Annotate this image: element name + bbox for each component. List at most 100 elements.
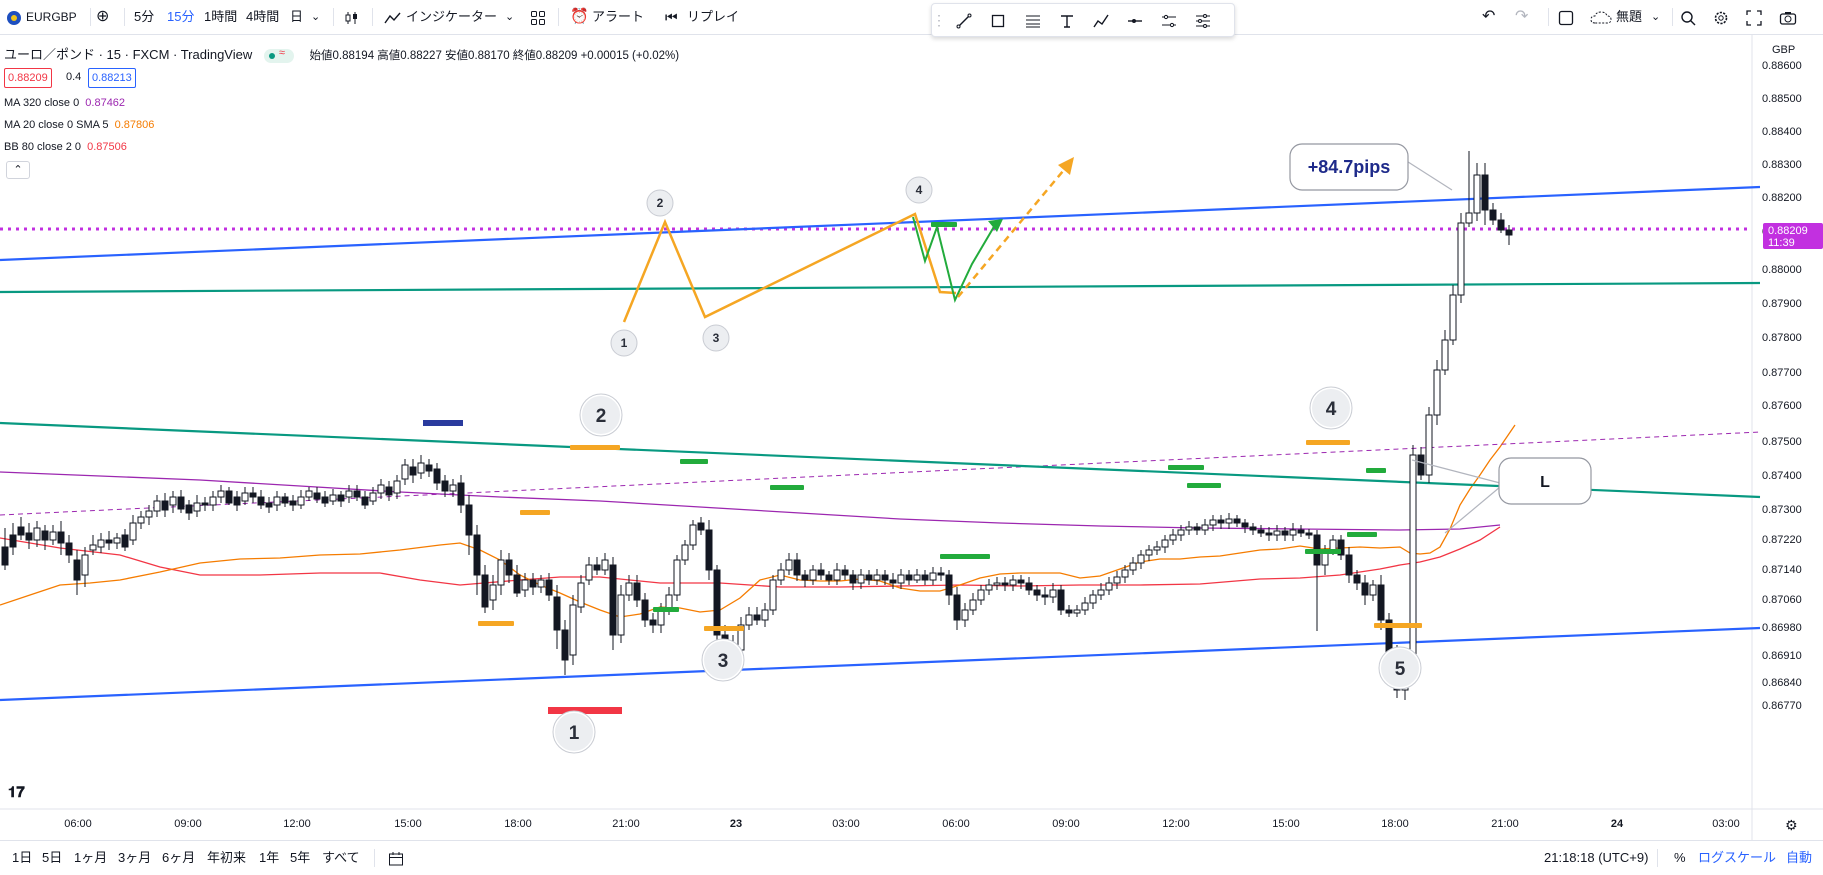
market-status-icon[interactable]: ≈: [263, 47, 294, 63]
candle-body: [169, 496, 177, 506]
candle-body: [217, 490, 225, 498]
ma20-legend[interactable]: MA 20 close 0 SMA 5 0.87806: [4, 119, 154, 131]
candle-style-icon[interactable]: [344, 0, 360, 34]
log-scale-toggle[interactable]: ログスケール: [1698, 850, 1777, 865]
layout-dropdown-icon[interactable]: ⌄: [1651, 11, 1661, 23]
price-tick-label: 0.87140: [1762, 564, 1802, 576]
price-axis[interactable]: 0.886000.885000.884000.883000.882000.881…: [1762, 60, 1802, 712]
candle-body: [281, 496, 289, 504]
candle-body: [529, 579, 537, 588]
layout-square-icon[interactable]: [1558, 0, 1574, 34]
percent-toggle[interactable]: %: [1674, 850, 1686, 865]
redo-icon[interactable]: ↷: [1515, 8, 1529, 25]
range-1y[interactable]: 1年: [259, 850, 280, 865]
parallel-channel-tool-icon[interactable]: [1155, 4, 1183, 36]
collapse-legend-icon[interactable]: ⌃: [6, 161, 30, 179]
alert-button[interactable]: アラート: [592, 9, 645, 24]
add-symbol-icon[interactable]: ⊕: [96, 8, 110, 25]
time-axis[interactable]: 06:00 09:00 12:00 15:00 18:00 21:00 23 03:00 06:…: [64, 818, 1740, 830]
pattern-tool-icon[interactable]: [1087, 4, 1115, 36]
orange-zigzag-path: [622, 212, 957, 323]
horizontal-ray-tool-icon[interactable]: [1121, 4, 1149, 36]
candle-body: [369, 492, 377, 502]
range-3m[interactable]: 3ヶ月: [118, 850, 152, 865]
price-tick-label: 0.87600: [1762, 400, 1802, 412]
candle-body: [1361, 582, 1369, 596]
small-point-circle: [610, 329, 638, 357]
range-ytd[interactable]: 年初来: [207, 850, 247, 865]
range-1d[interactable]: 1日: [12, 850, 33, 865]
range-5y[interactable]: 5年: [290, 850, 311, 865]
interval-15m[interactable]: 15分: [167, 9, 195, 24]
price-axis-currency[interactable]: GBP: [1772, 44, 1795, 56]
camera-icon[interactable]: [1779, 0, 1797, 34]
text-tool-icon[interactable]: [1053, 4, 1081, 36]
interval-1d[interactable]: 日: [290, 9, 304, 24]
range-1m[interactable]: 1ヶ月: [74, 850, 108, 865]
alert-clock-icon[interactable]: ⏰: [570, 8, 589, 25]
candle-body: [681, 544, 689, 561]
undo-icon[interactable]: ↶: [1482, 8, 1496, 25]
rectangle-tool-icon[interactable]: [984, 4, 1012, 36]
candle-body: [361, 496, 369, 506]
fib-tool-icon[interactable]: [1019, 4, 1047, 36]
small-point-label: 1: [621, 336, 628, 350]
cloud-icon[interactable]: [1590, 0, 1612, 34]
candle-body: [185, 504, 193, 514]
bid-price-box[interactable]: 0.88209: [4, 68, 52, 88]
candle-body: [657, 609, 665, 626]
replay-button[interactable]: リプレイ: [687, 9, 740, 24]
candle-body: [1121, 569, 1129, 578]
search-icon[interactable]: [1680, 0, 1696, 34]
interval-dropdown-icon[interactable]: ⌄: [311, 11, 321, 23]
replay-icon[interactable]: ⏮: [665, 9, 678, 25]
candle-body: [1089, 594, 1097, 604]
ma320-legend[interactable]: MA 320 close 0 0.87462: [4, 97, 125, 109]
clock-display[interactable]: 21:18:18 (UTC+9): [1544, 850, 1649, 865]
candle-body: [465, 504, 473, 536]
chart-title[interactable]: ユーロ／ポンド · 15 · FXCM · TradingView: [4, 47, 253, 62]
more-tools-icon[interactable]: [1189, 4, 1217, 36]
fullscreen-icon[interactable]: [1746, 0, 1762, 34]
candle-body: [817, 569, 825, 576]
candle-body: [937, 572, 945, 576]
indicators-dropdown-icon[interactable]: ⌄: [505, 11, 515, 23]
goto-date-icon[interactable]: [388, 841, 404, 875]
auto-scale-toggle[interactable]: 自動: [1786, 850, 1813, 865]
l-callout-box[interactable]: [1498, 457, 1592, 505]
templates-grid-icon[interactable]: [530, 0, 546, 34]
ask-price-box[interactable]: 0.88213: [88, 68, 136, 88]
candle-body: [1001, 582, 1009, 586]
price-tick-label: 0.88600: [1762, 60, 1802, 72]
price-tick-label: 0.88400: [1762, 126, 1802, 138]
interval-5m[interactable]: 5分: [134, 9, 155, 24]
interval-1h[interactable]: 1時間: [204, 9, 238, 24]
candle-body: [1465, 212, 1473, 224]
candle-body: [105, 539, 113, 544]
layout-name[interactable]: 無題: [1616, 9, 1643, 24]
range-all[interactable]: すべて: [322, 850, 360, 865]
big-point-label: 3: [718, 651, 729, 672]
bb80-legend[interactable]: BB 80 close 2 0 0.87506: [4, 141, 127, 153]
drag-handle-icon[interactable]: ⋮: [932, 12, 946, 28]
price-tick-label: 0.86980: [1762, 622, 1802, 634]
candle-body: [449, 484, 457, 492]
pips-callout-box[interactable]: [1289, 143, 1409, 191]
candle-body: [1289, 529, 1297, 536]
chart-settings-gear-icon[interactable]: ⚙: [1785, 818, 1798, 834]
gear-icon[interactable]: [1713, 0, 1729, 34]
range-6m[interactable]: 6ヶ月: [162, 850, 196, 865]
interval-4h[interactable]: 4時間: [246, 9, 280, 24]
chart-canvas[interactable]: 0.886000.885000.884000.883000.882000.881…: [0, 35, 1823, 840]
candle-body: [233, 496, 241, 506]
indicators-button[interactable]: インジケーター: [406, 9, 498, 24]
candle-body: [745, 614, 753, 626]
indicators-icon[interactable]: [384, 0, 402, 34]
time-tick-label: 15:00: [1272, 818, 1300, 830]
trendline-tool-icon[interactable]: [950, 4, 978, 36]
range-5d[interactable]: 5日: [42, 850, 63, 865]
small-point-label: 3: [713, 331, 720, 345]
level-mark: [1168, 465, 1204, 470]
last-price-badge[interactable]: [1763, 223, 1823, 249]
symbol-name[interactable]: EURGBP: [26, 10, 77, 24]
